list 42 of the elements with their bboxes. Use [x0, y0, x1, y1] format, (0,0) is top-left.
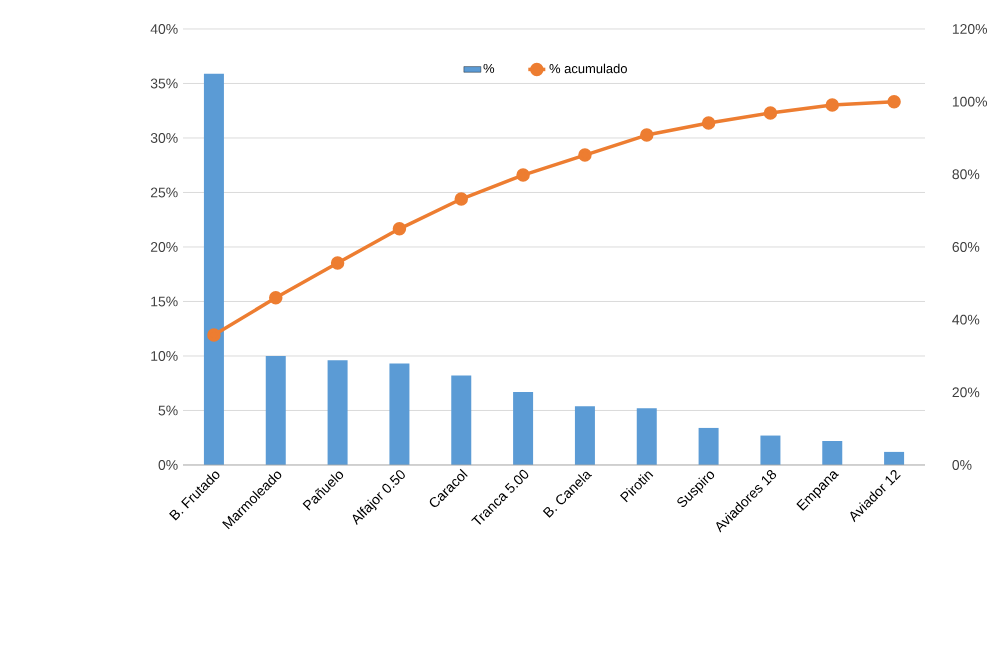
point	[269, 291, 283, 305]
bar	[884, 451, 905, 465]
y-tick-label: 30%	[150, 133, 178, 143]
point	[207, 328, 221, 342]
y2-tick-label: 120%	[952, 24, 988, 34]
y-tick-label: 25%	[150, 187, 178, 198]
y-tick-label: 35%	[150, 78, 178, 89]
point	[701, 116, 716, 130]
y-tick-label: 10%	[151, 351, 178, 361]
y2-tick-label: 40%	[952, 314, 980, 325]
point	[516, 168, 530, 182]
y-tick-label: 15%	[151, 296, 178, 307]
legend-label: % acumulado	[549, 63, 627, 74]
bar	[698, 427, 719, 465]
y2-tick-label: 80%	[952, 169, 980, 180]
bar	[574, 406, 595, 465]
y2-tick-label: 0%	[952, 460, 972, 470]
bar	[389, 363, 410, 465]
bar	[451, 375, 472, 465]
bar	[760, 435, 781, 465]
y-tick-label: 0%	[158, 460, 178, 470]
point	[578, 148, 592, 162]
point	[640, 128, 654, 142]
y2-tick-label: 60%	[952, 242, 980, 252]
y-tick-label: 5%	[158, 405, 178, 416]
y2-tick-label: 100%	[952, 96, 988, 107]
y-tick-label: 40%	[150, 24, 178, 34]
legend-label: %	[483, 63, 495, 73]
bar	[203, 73, 224, 465]
y-tick-label: 20%	[150, 242, 178, 252]
point	[825, 98, 840, 112]
point	[887, 94, 901, 109]
bar	[513, 391, 534, 465]
point	[454, 192, 469, 206]
point	[392, 222, 407, 236]
point	[330, 256, 345, 270]
bar	[327, 360, 348, 465]
y2-tick-label: 20%	[952, 387, 980, 398]
bar	[265, 355, 286, 465]
bar	[822, 441, 843, 465]
bar	[636, 408, 657, 465]
point	[763, 106, 778, 120]
